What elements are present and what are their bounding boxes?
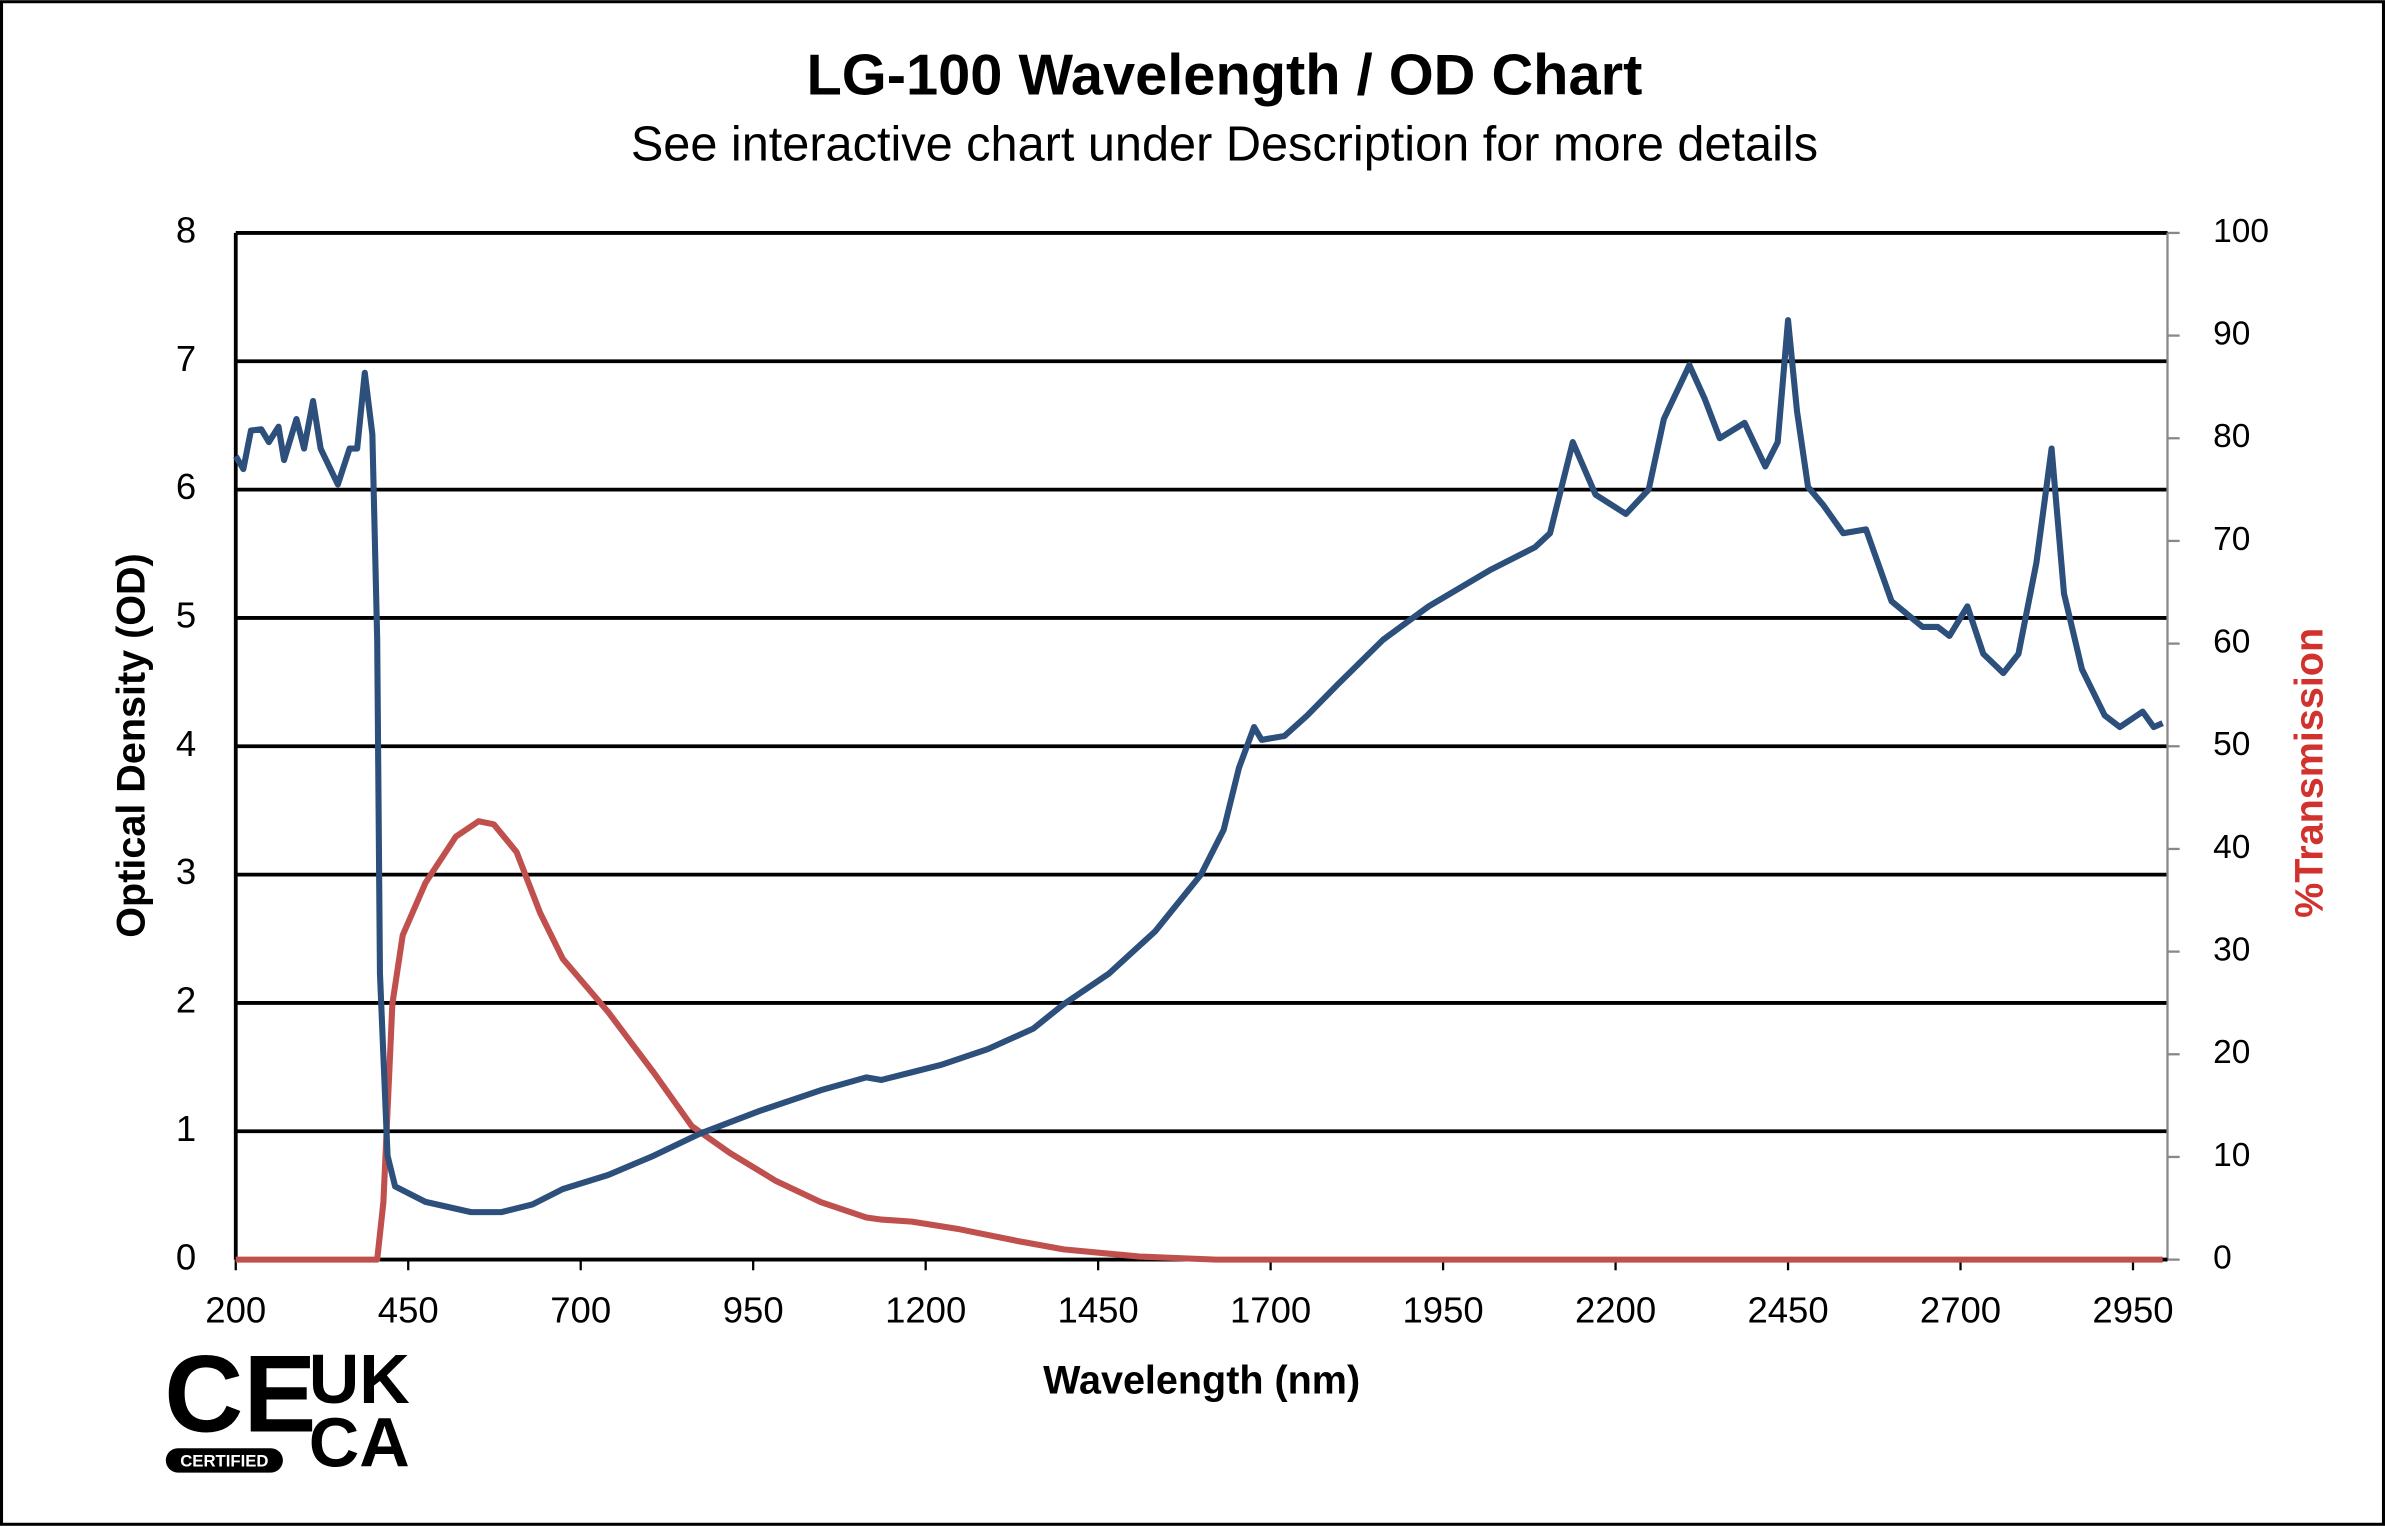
- y-tick-label: 5: [176, 595, 196, 636]
- y2-tick-label: 60: [2213, 623, 2250, 660]
- y-tick-label: 8: [176, 210, 196, 251]
- x-tick-label: 950: [723, 1289, 784, 1330]
- y-tick-label: 4: [176, 723, 196, 764]
- x-axis-label: Wavelength (nm): [1043, 1358, 1360, 1402]
- x-tick-label: 2450: [1747, 1289, 1828, 1330]
- chart-subtitle: See interactive chart under Description …: [631, 118, 1818, 172]
- ce-mark: CE: [164, 1334, 316, 1456]
- x-tick-label: 200: [205, 1289, 266, 1330]
- x-tick-label: 700: [550, 1289, 611, 1330]
- x-tick-label: 2700: [1920, 1289, 2001, 1330]
- series-line: [233, 317, 2164, 1216]
- series-line: [235, 818, 2163, 1263]
- y2-tick-label: 0: [2213, 1239, 2232, 1276]
- y2-tick-label: 70: [2213, 521, 2250, 558]
- y-tick-label: 3: [176, 851, 196, 892]
- x-tick-label: 450: [378, 1289, 439, 1330]
- y2-tick-label: 50: [2213, 726, 2250, 763]
- y2-tick-label: 100: [2213, 213, 2269, 250]
- ca-mark: CA: [309, 1404, 410, 1482]
- x-tick-label: 1450: [1058, 1289, 1139, 1330]
- certification-logo: CE CERTIFIED UK CA: [164, 1334, 410, 1482]
- y-tick-label: 1: [176, 1108, 196, 1149]
- y2-tick-label: 40: [2213, 829, 2250, 866]
- y-axis-label: Optical Density (OD): [109, 553, 153, 937]
- badge-text: CERTIFIED: [180, 1451, 268, 1470]
- y-tick-label: 6: [176, 466, 196, 507]
- y-tick-label: 2: [176, 980, 196, 1021]
- x-tick-label: 1200: [885, 1289, 966, 1330]
- y2-tick-label: 80: [2213, 418, 2250, 455]
- y-tick-label: 0: [176, 1236, 196, 1277]
- chart-title: LG-100 Wavelength / OD Chart: [807, 44, 1643, 108]
- y2-axis-label: %Transmission: [2287, 628, 2331, 918]
- y2-tick-label: 20: [2213, 1034, 2250, 1071]
- y-tick-label: 7: [176, 338, 196, 379]
- x-tick-label: 1700: [1230, 1289, 1311, 1330]
- x-tick-label: 1950: [1402, 1289, 1483, 1330]
- y2-tick-label: 30: [2213, 931, 2250, 968]
- badge: [165, 1448, 283, 1473]
- uk-mark: UK: [309, 1340, 410, 1418]
- x-tick-label: 2950: [2092, 1289, 2173, 1330]
- y2-tick-label: 90: [2213, 315, 2250, 352]
- y2-tick-label: 10: [2213, 1137, 2250, 1174]
- x-tick-label: 2200: [1575, 1289, 1656, 1330]
